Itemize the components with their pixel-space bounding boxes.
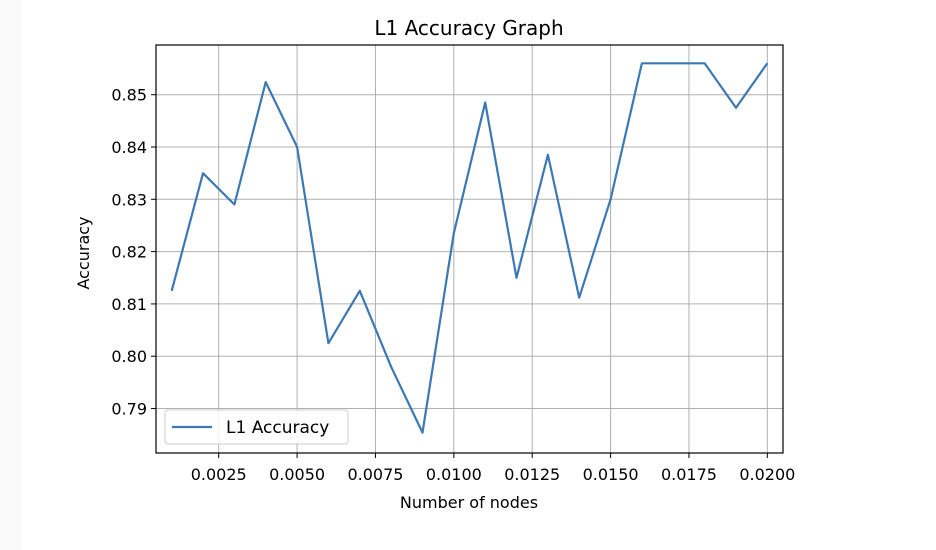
series-layer: [170, 62, 769, 434]
x-tick-label: 0.0100: [426, 465, 482, 484]
grid-lines: [156, 45, 783, 453]
x-tick-label: 0.0125: [504, 465, 560, 484]
y-tick-label: 0.85: [111, 86, 147, 105]
legend-box: [164, 409, 349, 445]
y-tick-label: 0.80: [111, 347, 147, 366]
y-tick-label: 0.81: [111, 295, 147, 314]
chart-title: L1 Accuracy Graph: [374, 16, 563, 40]
plot-area-frame: [155, 44, 784, 454]
left-gutter: [0, 0, 22, 550]
x-tick-label: 0.0025: [191, 465, 247, 484]
legend: L1 Accuracy: [164, 409, 349, 445]
legend-label-l1-accuracy: L1 Accuracy: [226, 418, 329, 438]
y-tick-label: 0.83: [111, 190, 147, 209]
y-tick-label: 0.82: [111, 243, 147, 262]
x-axis-label: Number of nodes: [400, 493, 538, 512]
x-tick-label: 0.0050: [269, 465, 325, 484]
x-tick-label: 0.0200: [739, 465, 795, 484]
x-tick-label: 0.0175: [661, 465, 717, 484]
y-tick-label: 0.84: [111, 138, 147, 157]
x-tick-label: 0.0150: [583, 465, 639, 484]
y-axis-label: Accuracy: [74, 216, 93, 289]
y-tick-label: 0.79: [111, 400, 147, 419]
series-line-l1-accuracy: [170, 62, 769, 434]
x-tick-label: 0.0075: [347, 465, 403, 484]
x-axis-ticks: 0.0025 0.0050 0.0075 0.0100 0.0125 0.0150 0.01…: [191, 453, 795, 484]
y-axis-ticks: 0.79 0.80 0.81 0.82 0.83 0.84 0.85: [111, 86, 156, 419]
